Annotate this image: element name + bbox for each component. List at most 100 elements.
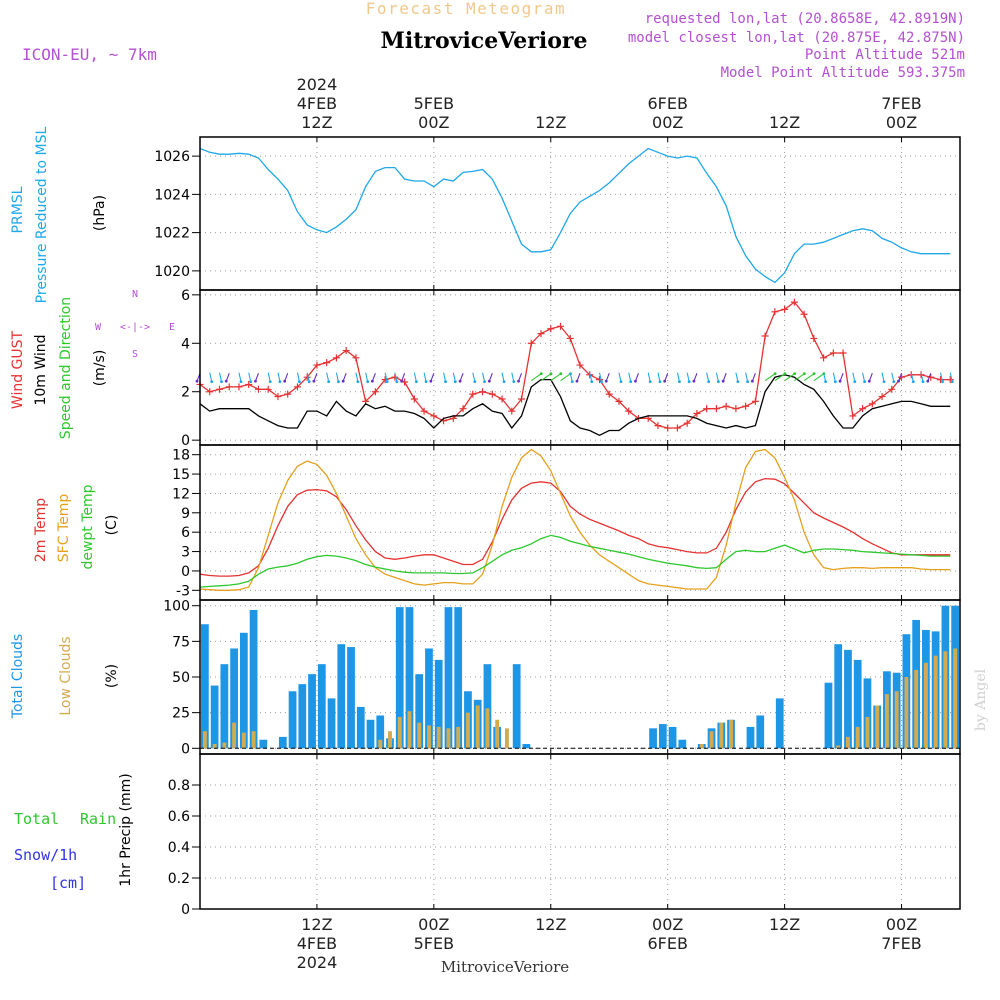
gust-marker: [742, 402, 750, 410]
total-cloud-bar: [658, 724, 667, 749]
low-cloud-bar: [202, 731, 207, 749]
total-cloud-bar: [298, 684, 307, 749]
model-label: ICON-EU, ~ 7km: [22, 45, 157, 64]
bottom-time-label: 12Z: [301, 915, 332, 934]
low-cloud-bar: [485, 708, 490, 749]
y-tick-label: 6: [181, 288, 190, 304]
temp-unit: (C): [104, 515, 120, 536]
wind-arrow-head: [629, 380, 633, 384]
total-cloud-bar: [308, 674, 316, 749]
series-line: [199, 374, 951, 437]
wind-arrow: [852, 372, 856, 382]
gust-marker: [371, 388, 379, 396]
total-cloud-bar: [863, 678, 872, 749]
total-cloud-bar: [405, 607, 414, 749]
wind-arrow-head: [220, 380, 223, 384]
total-cloud-bar: [434, 659, 443, 749]
low-cloud-bar: [504, 728, 509, 749]
total-cloud-bar: [317, 664, 326, 749]
y-tick-label: 0: [181, 902, 190, 918]
wind-arrow: [488, 372, 493, 382]
wind-arrow: [401, 372, 406, 382]
compass-rose: N W <-|-> E S: [95, 289, 175, 360]
wind-arrow: [715, 372, 719, 382]
wind-arrow: [296, 372, 300, 382]
total-cloud-bar: [259, 739, 268, 749]
total-cloud-bar: [230, 648, 238, 749]
wind-arrow: [430, 372, 435, 382]
bottom-time-label: 12Z: [535, 915, 566, 934]
low-cloud-bar: [436, 726, 441, 749]
gust-marker: [225, 383, 233, 391]
gust-marker: [323, 359, 331, 367]
y-tick-label: 0.6: [168, 809, 190, 825]
total-cloud-bar: [844, 649, 852, 749]
total-cloud-bar: [249, 609, 258, 749]
gust-marker: [693, 410, 701, 418]
wind-arrow: [313, 372, 318, 382]
low-cloud-bar: [699, 744, 704, 749]
wind-arrow-head: [400, 379, 404, 383]
wind-arrow-head: [793, 372, 797, 376]
wind-arrow: [238, 372, 242, 382]
low-cloud-bar: [729, 719, 733, 749]
wind-arrow-head: [750, 379, 754, 383]
wind-arrow-head: [950, 380, 954, 384]
wind-arrow: [371, 372, 376, 382]
wind-arrow: [209, 372, 213, 382]
total-cloud-bar: [288, 691, 297, 749]
compass-arrows: <-|->: [120, 322, 150, 333]
gust-marker: [342, 347, 350, 355]
wind-arrow: [254, 372, 259, 382]
gust-marker: [800, 310, 808, 318]
low-cloud-bar: [251, 731, 256, 749]
wind-arrow-head: [721, 379, 725, 383]
gust-marker: [235, 383, 243, 391]
wind-arrow: [335, 372, 339, 382]
wind-arrow-head: [897, 379, 900, 383]
y-tick-label: -3: [176, 583, 190, 599]
page-title: MitroviceVeriore: [381, 28, 588, 54]
wind-arrow-head: [549, 372, 553, 376]
gust-marker: [839, 349, 847, 357]
panel-frame: [199, 444, 961, 601]
wind-arrow: [443, 372, 447, 382]
y-tick-label: 1020: [154, 264, 190, 280]
gust-marker: [527, 339, 535, 347]
total-cloud-bar: [327, 698, 336, 749]
total-cloud-bar: [522, 744, 531, 749]
pressure-unit: (hPa): [92, 195, 108, 231]
wind-arrow: [472, 372, 476, 382]
wind-arrow-head: [604, 379, 608, 383]
gust-marker: [430, 412, 438, 420]
y-tick-label: 1024: [154, 187, 190, 203]
low-cloud-bar: [446, 728, 451, 749]
requested-coords: requested lon,lat (20.8658E, 42.8919N): [645, 11, 965, 27]
wind-arrow: [676, 372, 680, 382]
low-cloud-bar: [397, 716, 402, 749]
series-line: [199, 448, 951, 591]
wind-arrow-head: [453, 380, 457, 384]
total-cloud-bar: [668, 726, 677, 749]
total-cloud-bar: [678, 739, 687, 749]
wind-arrow: [518, 372, 523, 382]
wind-arrow-head: [590, 380, 594, 384]
wind-arrow: [823, 372, 827, 382]
wind-arrow-head: [802, 372, 806, 376]
gust-marker: [878, 393, 886, 401]
wind-arrow: [764, 373, 776, 382]
wind-arrow-head: [327, 380, 331, 384]
wind-arrow-head: [210, 380, 214, 384]
wind-arrow-head: [366, 380, 370, 384]
total-rain-label-1: Total: [14, 810, 59, 828]
wind-arrow-head: [736, 380, 740, 384]
wind-arrow: [569, 372, 573, 382]
pressure-label-1: PRMSL: [10, 186, 26, 233]
total-cloud-bar: [201, 624, 209, 749]
wind-arrow: [751, 372, 756, 382]
wind-arrow: [647, 372, 651, 382]
gust-marker: [771, 308, 779, 316]
y-tick-label: 1026: [154, 149, 190, 165]
snow-label: Snow/1h: [14, 846, 77, 864]
wind-arrow-head: [773, 372, 777, 376]
